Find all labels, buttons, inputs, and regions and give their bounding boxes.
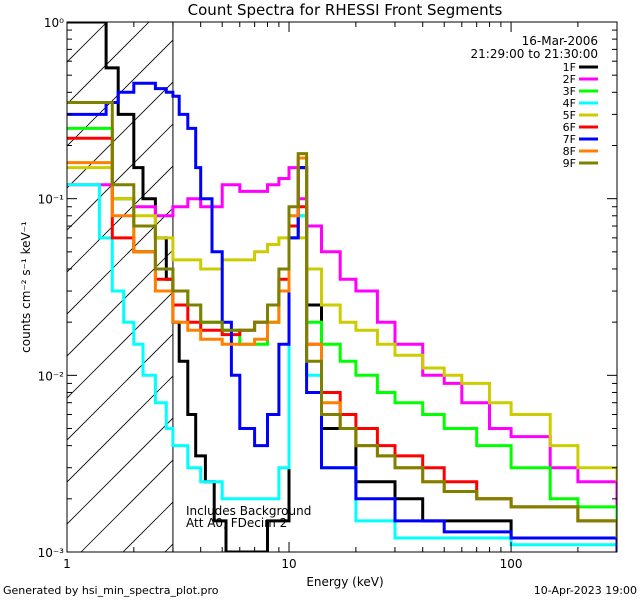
y-tick-label: 10⁻²	[38, 369, 65, 383]
series-line-1F	[67, 22, 617, 552]
legend-label: 1F	[563, 61, 576, 74]
time-range-label: 21:29:00 to 21:30:00	[471, 47, 598, 61]
series-line-4F	[67, 183, 617, 552]
x-tick-label: 10	[281, 557, 296, 571]
x-tick-label: 100	[500, 557, 523, 571]
legend-label: 5F	[563, 109, 576, 122]
y-tick-label: 10⁻³	[38, 546, 65, 560]
legend-label: 2F	[563, 73, 576, 86]
y-tick-label: 10⁰	[44, 16, 64, 30]
series-line-3F	[67, 126, 617, 521]
series-line-5F	[67, 166, 617, 482]
footer-timestamp: 10-Apr-2023 19:00	[534, 584, 637, 597]
plot-frame	[66, 21, 618, 553]
legend-label: 6F	[563, 121, 576, 134]
legend-label: 9F	[563, 157, 576, 170]
y-axis-label: counts cm⁻² s⁻¹ keV⁻¹	[19, 221, 33, 353]
hatch-line	[67, 123, 173, 231]
legend-label: 7F	[563, 133, 576, 146]
y-tick-label: 10⁻¹	[38, 193, 65, 207]
hatch-line	[67, 417, 173, 525]
legend-label: 8F	[563, 145, 576, 158]
hatch-line	[67, 375, 173, 483]
series-layer	[67, 22, 617, 552]
hatch-line	[0, 0, 67, 552]
legend-label: 3F	[563, 85, 576, 98]
footer-generated-by: Generated by hsi_min_spectra_plot.pro	[3, 584, 219, 597]
axes: 1 10 100 10⁻³ 10⁻² 10⁻¹ 10⁰	[38, 16, 618, 571]
hatch-line	[67, 165, 173, 273]
hatch-lines	[0, 0, 173, 552]
hatch-line	[0, 0, 109, 552]
date-label: 16-Mar-2006	[522, 34, 598, 48]
annotation-background: Includes Background	[186, 504, 311, 518]
legend-label: 4F	[563, 97, 576, 110]
series-line-9F	[67, 101, 617, 538]
annotation-attenuator: Att A0, FDecim 2	[186, 516, 287, 530]
chart-title: Count Spectra for RHESSI Front Segments	[188, 1, 503, 19]
hatch-line	[67, 22, 150, 105]
hatch-line	[67, 333, 173, 441]
x-tick-label: 1	[63, 557, 71, 571]
series-line-7F	[67, 81, 617, 552]
x-axis-label: Energy (keV)	[306, 575, 383, 589]
